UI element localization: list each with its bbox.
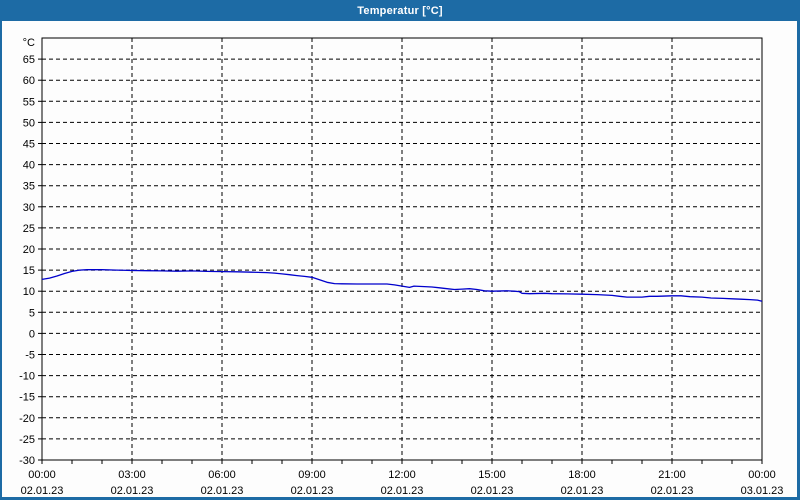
x-tick-time-label: 15:00 <box>478 469 506 481</box>
x-tick-time-label: 18:00 <box>568 469 596 481</box>
plot-frame <box>41 37 763 461</box>
y-tick-label: -10 <box>19 371 35 383</box>
y-tick-label: 55 <box>23 96 35 108</box>
y-tick-label: -15 <box>19 392 35 404</box>
x-tick-time-label: 06:00 <box>208 469 236 481</box>
y-tick-label: 10 <box>23 286 35 298</box>
x-tick-time-label: 00:00 <box>28 469 56 481</box>
y-tick-label: -20 <box>19 413 35 425</box>
x-tick-time-label: 03:00 <box>118 469 146 481</box>
y-tick-label: 35 <box>23 181 35 193</box>
x-tick-date-label: 02.01.23 <box>651 485 694 497</box>
y-tick-label: 45 <box>23 139 35 151</box>
x-tick-time-label: 12:00 <box>388 469 416 481</box>
x-tick-date-label: 02.01.23 <box>561 485 604 497</box>
y-tick-label: 0 <box>29 328 35 340</box>
y-tick-label: 30 <box>23 202 35 214</box>
x-tick-time-label: 09:00 <box>298 469 326 481</box>
x-tick-date-label: 02.01.23 <box>201 485 244 497</box>
y-tick-label: 60 <box>23 75 35 87</box>
title-bar[interactable]: Temperatur [°C] <box>0 0 800 21</box>
x-tick-date-label: 02.01.23 <box>471 485 514 497</box>
x-tick-time-label: 21:00 <box>658 469 686 481</box>
y-tick-label: 25 <box>23 223 35 235</box>
x-tick-date-label: 03.01.23 <box>741 485 784 497</box>
x-tick-date-label: 02.01.23 <box>381 485 424 497</box>
y-tick-label: 15 <box>23 265 35 277</box>
y-tick-label: 5 <box>29 307 35 319</box>
y-tick-label: 65 <box>23 54 35 66</box>
x-tick-date-label: 02.01.23 <box>291 485 334 497</box>
y-tick-label: 20 <box>23 244 35 256</box>
y-tick-label: -25 <box>19 434 35 446</box>
y-tick-label: -5 <box>25 350 35 362</box>
x-tick-date-label: 02.01.23 <box>21 485 64 497</box>
window-title: Temperatur [°C] <box>357 4 443 17</box>
y-axis-unit-label: °C <box>23 37 35 49</box>
temperature-line <box>41 269 763 302</box>
x-tick-date-label: 02.01.23 <box>111 485 154 497</box>
y-tick-label: 40 <box>23 160 35 172</box>
y-tick-label: -30 <box>19 455 35 467</box>
x-tick-time-label: 00:00 <box>748 469 776 481</box>
y-tick-label: 50 <box>23 117 35 129</box>
